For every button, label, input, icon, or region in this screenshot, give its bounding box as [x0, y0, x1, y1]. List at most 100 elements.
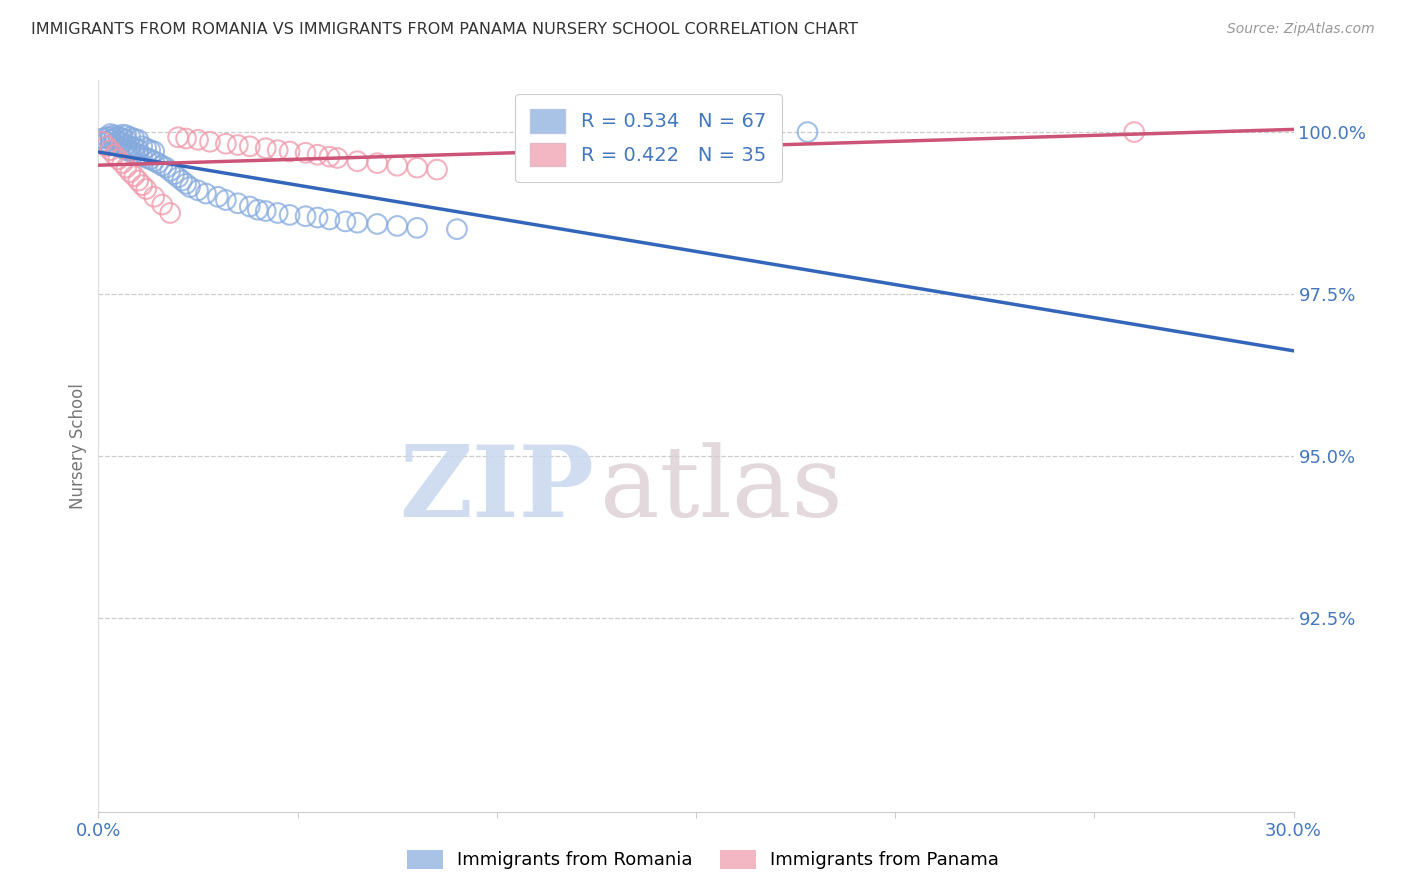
Point	[187, 183, 209, 197]
Point	[278, 145, 301, 159]
Point	[139, 143, 162, 157]
Point	[172, 173, 194, 187]
Point	[135, 182, 157, 196]
Text: Source: ZipAtlas.com: Source: ZipAtlas.com	[1227, 22, 1375, 37]
Point	[96, 135, 118, 149]
Point	[143, 145, 166, 159]
Point	[307, 147, 329, 161]
Legend: R = 0.534   N = 67, R = 0.422   N = 35: R = 0.534 N = 67, R = 0.422 N = 35	[515, 94, 782, 182]
Point	[124, 131, 146, 145]
Point	[155, 161, 177, 175]
Point	[796, 125, 818, 139]
Point	[215, 193, 238, 207]
Point	[366, 156, 388, 170]
Point	[120, 130, 142, 145]
Point	[148, 156, 170, 170]
Point	[120, 139, 142, 153]
Point	[163, 167, 186, 181]
Point	[131, 149, 153, 163]
Point	[127, 147, 149, 161]
Point	[174, 177, 197, 191]
Point	[127, 173, 149, 187]
Point	[124, 140, 146, 154]
Point	[179, 180, 201, 194]
Point	[385, 159, 409, 173]
Point	[446, 222, 468, 236]
Text: atlas: atlas	[600, 442, 844, 538]
Point	[226, 138, 249, 153]
Point	[127, 133, 149, 147]
Point	[167, 170, 190, 185]
Point	[103, 136, 125, 151]
Point	[111, 131, 134, 145]
Point	[120, 165, 142, 179]
Point	[107, 134, 129, 148]
Point	[131, 139, 153, 153]
Point	[124, 169, 146, 183]
Point	[150, 197, 173, 211]
Point	[107, 129, 129, 144]
Point	[135, 151, 157, 165]
Point	[267, 143, 290, 157]
Point	[226, 196, 249, 211]
Point	[120, 145, 142, 159]
Point	[111, 141, 134, 155]
Point	[131, 178, 153, 193]
Point	[107, 139, 129, 153]
Point	[335, 214, 357, 228]
Point	[159, 206, 181, 220]
Point	[103, 131, 125, 145]
Point	[143, 154, 166, 169]
Point	[239, 139, 262, 153]
Point	[346, 154, 368, 169]
Point	[98, 138, 122, 153]
Point	[198, 135, 221, 149]
Text: IMMIGRANTS FROM ROMANIA VS IMMIGRANTS FROM PANAMA NURSERY SCHOOL CORRELATION CHA: IMMIGRANTS FROM ROMANIA VS IMMIGRANTS FR…	[31, 22, 858, 37]
Point	[1123, 125, 1146, 139]
Point	[294, 145, 316, 160]
Point	[98, 129, 122, 144]
Text: ZIP: ZIP	[399, 442, 595, 539]
Point	[385, 219, 409, 233]
Point	[159, 164, 181, 178]
Point	[406, 220, 429, 235]
Point	[174, 131, 197, 145]
Point	[326, 151, 349, 165]
Point	[426, 162, 449, 177]
Point	[96, 139, 118, 153]
Point	[187, 133, 209, 147]
Point	[115, 128, 138, 143]
Y-axis label: Nursery School: Nursery School	[69, 383, 87, 509]
Point	[98, 133, 122, 147]
Point	[91, 135, 114, 149]
Point	[254, 141, 277, 155]
Point	[107, 153, 129, 167]
Point	[207, 190, 229, 204]
Legend: Immigrants from Romania, Immigrants from Panama: Immigrants from Romania, Immigrants from…	[398, 841, 1008, 879]
Point	[278, 208, 301, 222]
Point	[98, 127, 122, 141]
Point	[111, 156, 134, 170]
Point	[103, 147, 125, 161]
Point	[103, 128, 125, 143]
Point	[318, 212, 340, 227]
Point	[307, 211, 329, 225]
Point	[215, 136, 238, 151]
Point	[406, 161, 429, 175]
Point	[346, 216, 368, 230]
Point	[366, 217, 388, 231]
Point	[246, 202, 269, 217]
Point	[96, 130, 118, 145]
Point	[111, 128, 134, 142]
Point	[115, 143, 138, 157]
Point	[115, 161, 138, 175]
Point	[195, 186, 218, 201]
Point	[294, 209, 316, 223]
Point	[115, 138, 138, 153]
Point	[318, 150, 340, 164]
Point	[150, 159, 173, 173]
Point	[98, 143, 122, 157]
Point	[254, 204, 277, 219]
Point	[127, 143, 149, 157]
Point	[111, 136, 134, 150]
